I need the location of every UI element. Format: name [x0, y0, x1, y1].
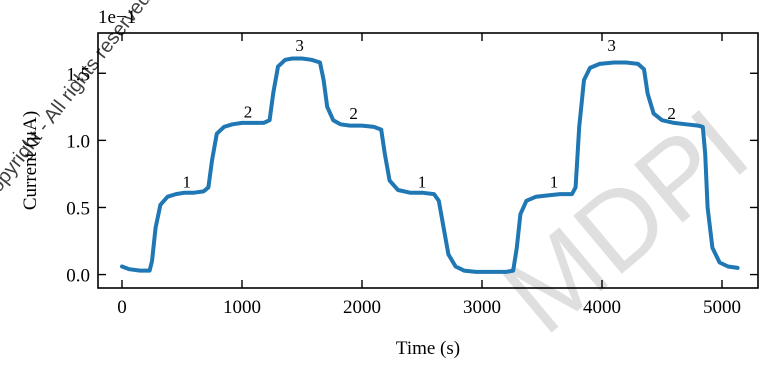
x-tick-label: 0 [117, 297, 127, 318]
y-offset-label: 1e−1 [98, 7, 136, 28]
level-annotation: 3 [607, 36, 616, 55]
x-tick-label: 2000 [343, 297, 381, 318]
y-tick-label: 0.5 [66, 198, 90, 219]
tick-layer: 0 1000 2000 3000 4000 5000 0.0 0.5 1.0 1.5 [66, 33, 758, 318]
level-annotation: 1 [183, 172, 192, 191]
y-tick-label: 1.5 [66, 64, 90, 85]
x-axis-label: Time (s) [396, 338, 460, 359]
y-axis-label: Current (μA) [20, 111, 41, 210]
level-annotation: 2 [349, 104, 358, 123]
plot-frame [97, 32, 759, 289]
series-layer [120, 56, 740, 274]
x-tick-label: 5000 [703, 297, 741, 318]
y-tick-label: 0.0 [66, 266, 90, 287]
x-tick-label: 4000 [583, 297, 621, 318]
level-annotation: 1 [418, 172, 427, 191]
y-tick-label: 1.0 [66, 131, 90, 152]
level-annotation: 1 [550, 172, 559, 191]
level-annotation: 2 [667, 104, 676, 123]
annotation-layer: 1 2 3 2 1 1 3 2 [183, 36, 676, 191]
series-line [120, 56, 740, 274]
watermark-text: Copyright - All rights reserved - Reprod… [0, 0, 309, 208]
level-annotation: 3 [295, 36, 304, 55]
x-tick-label: 3000 [463, 297, 501, 318]
level-annotation: 2 [244, 103, 253, 122]
x-tick-label: 1000 [223, 297, 261, 318]
watermark: Copyright - All rights reserved - Reprod… [0, 0, 768, 357]
